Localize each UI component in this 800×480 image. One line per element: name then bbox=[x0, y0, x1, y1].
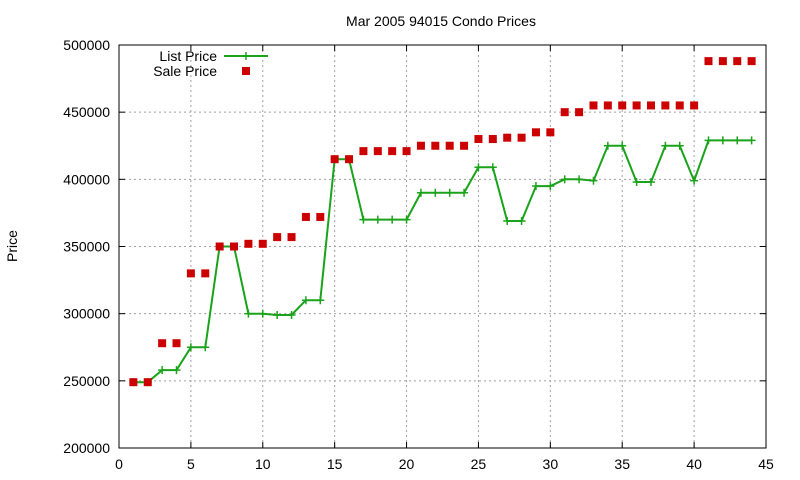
sale-price-point bbox=[488, 135, 497, 144]
sale-price-point bbox=[388, 147, 397, 156]
sale-price-point bbox=[704, 57, 713, 66]
legend-label: List Price bbox=[159, 48, 217, 64]
sale-price-point bbox=[718, 57, 727, 66]
legend-square-swatch bbox=[242, 67, 250, 75]
sale-price-point bbox=[431, 141, 440, 150]
sale-price-point bbox=[690, 101, 699, 110]
sale-price-point bbox=[560, 108, 569, 117]
sale-price-point bbox=[129, 378, 138, 387]
sale-price-point bbox=[330, 155, 339, 164]
sale-price-point bbox=[546, 128, 555, 137]
sale-price-point bbox=[186, 269, 195, 278]
sale-price-point bbox=[301, 212, 310, 221]
x-tick-label: 45 bbox=[758, 456, 774, 472]
sale-price-point bbox=[258, 239, 267, 248]
sale-price-point bbox=[747, 57, 756, 66]
y-axis-label: Price bbox=[4, 230, 20, 262]
sale-price-point bbox=[158, 339, 167, 348]
series-list-price bbox=[129, 136, 756, 387]
sale-price-point bbox=[603, 101, 612, 110]
sale-price-point bbox=[316, 212, 325, 221]
y-tick-label: 400000 bbox=[63, 171, 110, 187]
sale-price-point bbox=[474, 135, 483, 144]
y-tick-label: 250000 bbox=[63, 373, 110, 389]
sale-price-point bbox=[460, 141, 469, 150]
sale-price-point bbox=[172, 339, 181, 348]
sale-price-point bbox=[503, 133, 512, 142]
y-tick-label: 200000 bbox=[63, 440, 110, 456]
y-tick-label: 350000 bbox=[63, 239, 110, 255]
sale-price-point bbox=[402, 147, 411, 156]
sale-price-point bbox=[143, 378, 152, 387]
x-tick-label: 15 bbox=[327, 456, 343, 472]
sale-price-point bbox=[661, 101, 670, 110]
sale-price-point bbox=[215, 242, 224, 251]
x-tick-label: 5 bbox=[187, 456, 195, 472]
sale-price-point bbox=[733, 57, 742, 66]
y-tick-label: 500000 bbox=[63, 37, 110, 53]
sale-price-point bbox=[359, 147, 368, 156]
x-tick-label: 25 bbox=[471, 456, 487, 472]
list-price-line bbox=[133, 139, 752, 384]
sale-price-point bbox=[244, 239, 253, 248]
sale-price-point bbox=[575, 108, 584, 117]
series-layer bbox=[129, 57, 756, 387]
x-tick-label: 10 bbox=[255, 456, 271, 472]
sale-price-point bbox=[230, 242, 239, 251]
x-tick-label: 20 bbox=[399, 456, 415, 472]
x-tick-label: 30 bbox=[543, 456, 559, 472]
x-tick-label: 0 bbox=[115, 456, 123, 472]
x-tick-label: 35 bbox=[614, 456, 630, 472]
chart-title: Mar 2005 94015 Condo Prices bbox=[346, 13, 536, 29]
y-tick-label: 300000 bbox=[63, 306, 110, 322]
sale-price-point bbox=[416, 141, 425, 150]
sale-price-point bbox=[517, 133, 526, 142]
sale-price-point bbox=[273, 233, 282, 242]
sale-price-point bbox=[445, 141, 454, 150]
axis-ticks: 0 5 10 15 20 25 30 35 40 45 200000 250000 300000 3500… bbox=[63, 37, 774, 472]
sale-price-point bbox=[531, 128, 540, 137]
sale-price-point bbox=[589, 101, 598, 110]
y-tick-label: 450000 bbox=[63, 104, 110, 120]
sale-price-point bbox=[287, 233, 296, 242]
sale-price-point bbox=[632, 101, 641, 110]
sale-price-point bbox=[646, 101, 655, 110]
sale-price-point bbox=[373, 147, 382, 156]
sale-price-point bbox=[618, 101, 627, 110]
legend-label: Sale Price bbox=[153, 63, 217, 79]
sale-price-point bbox=[201, 269, 210, 278]
series-sale-price bbox=[129, 57, 756, 387]
sale-price-point bbox=[345, 155, 354, 164]
x-tick-label: 40 bbox=[686, 456, 702, 472]
sale-price-point bbox=[675, 101, 684, 110]
